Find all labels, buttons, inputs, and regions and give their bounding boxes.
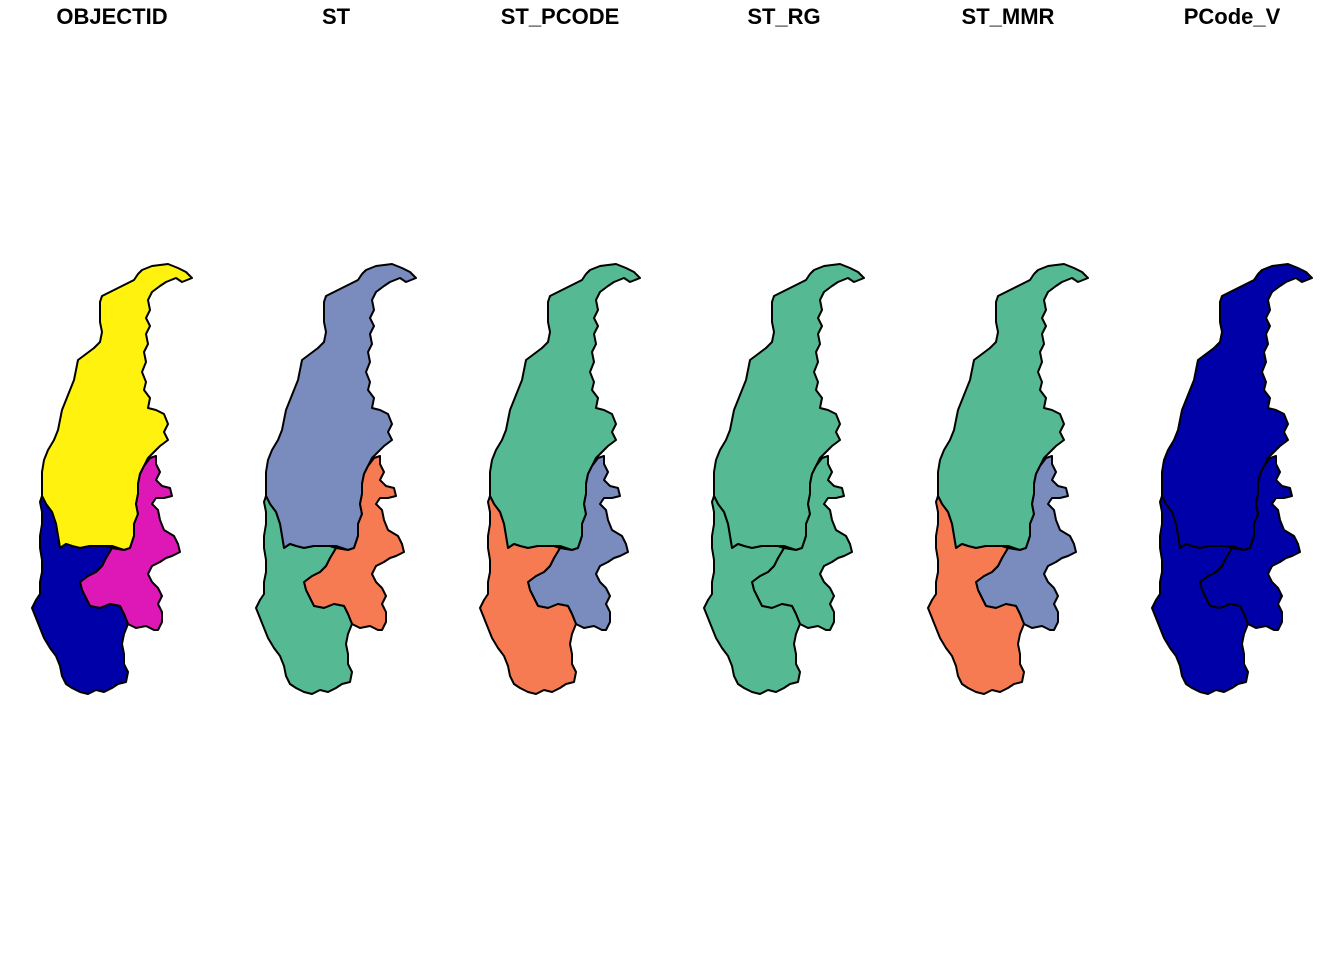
region-southwest [703, 495, 801, 695]
region-north [489, 263, 641, 551]
panel-title: ST_MMR [961, 4, 1055, 29]
region-north [713, 263, 865, 551]
region-north [265, 263, 417, 551]
region-east [303, 455, 405, 631]
region-east [527, 455, 629, 631]
region-east [975, 455, 1077, 631]
region-east [1199, 455, 1301, 631]
region-map [1151, 263, 1313, 695]
panel-title: ST_RG [747, 4, 821, 29]
map-panel-st: ST [224, 0, 448, 960]
region-north [41, 263, 193, 551]
region-north [1161, 263, 1313, 551]
panel-title: ST [321, 4, 351, 29]
region-north [937, 263, 1089, 551]
region-southwest [1151, 495, 1249, 695]
region-map [479, 263, 641, 695]
region-map [927, 263, 1089, 695]
region-southwest [479, 495, 577, 695]
region-east [79, 455, 181, 631]
panel-title: PCode_V [1183, 4, 1281, 29]
panel-title: ST_PCODE [500, 4, 620, 29]
map-panel-st-mmr: ST_MMR [896, 0, 1120, 960]
map-panel-pcode-v: PCode_V [1120, 0, 1344, 960]
region-southwest [927, 495, 1025, 695]
region-map [31, 263, 193, 695]
region-southwest [31, 495, 129, 695]
region-east [751, 455, 853, 631]
map-panel-st-rg: ST_RG [672, 0, 896, 960]
region-map [703, 263, 865, 695]
map-panel-st-pcode: ST_PCODE [448, 0, 672, 960]
region-southwest [255, 495, 353, 695]
map-panel-objectid: OBJECTID [0, 0, 224, 960]
panel-title: OBJECTID [56, 4, 168, 29]
region-map [255, 263, 417, 695]
